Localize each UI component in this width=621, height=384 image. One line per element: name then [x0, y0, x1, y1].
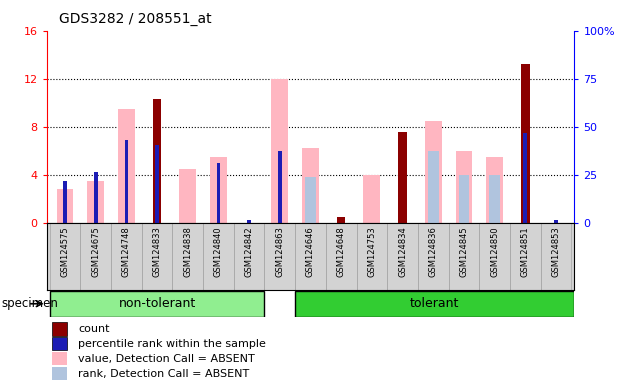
Text: GSM124833: GSM124833 [153, 226, 161, 277]
Bar [142, 223, 173, 290]
Text: percentile rank within the sample: percentile rank within the sample [78, 339, 266, 349]
Bar [398, 131, 407, 223]
Bar [326, 223, 356, 290]
Bar [63, 181, 67, 223]
Bar [94, 172, 97, 223]
Bar [233, 223, 265, 290]
Text: GSM124834: GSM124834 [398, 226, 407, 277]
Bar [337, 217, 345, 223]
Bar [448, 223, 479, 290]
Bar [458, 175, 469, 223]
Bar [305, 177, 316, 223]
Bar [295, 291, 574, 317]
Bar [125, 140, 128, 223]
Text: GSM124863: GSM124863 [275, 226, 284, 277]
Text: GSM124845: GSM124845 [460, 226, 468, 277]
Bar [479, 223, 510, 290]
Text: tolerant: tolerant [410, 297, 460, 310]
Text: GSM124748: GSM124748 [122, 226, 131, 277]
Bar [271, 79, 288, 223]
Text: GSM124646: GSM124646 [306, 226, 315, 277]
Text: GSM124851: GSM124851 [521, 226, 530, 277]
Text: GSM124850: GSM124850 [490, 226, 499, 277]
Bar [418, 223, 448, 290]
Bar [155, 145, 159, 223]
Bar [52, 352, 66, 365]
Text: GSM124648: GSM124648 [337, 226, 346, 277]
Bar [554, 220, 558, 223]
Bar [52, 367, 66, 380]
Bar [203, 223, 233, 290]
Bar [388, 223, 418, 290]
Bar [247, 220, 251, 223]
Bar [217, 163, 220, 223]
Bar [302, 148, 319, 223]
Text: GSM124842: GSM124842 [245, 226, 253, 277]
Bar [486, 157, 503, 223]
Text: GSM124836: GSM124836 [428, 226, 438, 277]
Text: GSM124853: GSM124853 [551, 226, 561, 277]
Bar [87, 181, 104, 223]
Bar [278, 151, 282, 223]
Bar [541, 223, 571, 290]
Text: value, Detection Call = ABSENT: value, Detection Call = ABSENT [78, 354, 255, 364]
Text: count: count [78, 324, 110, 334]
Text: GSM124575: GSM124575 [60, 226, 70, 277]
Bar [118, 109, 135, 223]
Text: GSM124675: GSM124675 [91, 226, 100, 277]
Text: rank, Detection Call = ABSENT: rank, Detection Call = ABSENT [78, 369, 250, 379]
Bar [111, 223, 142, 290]
Bar [80, 223, 111, 290]
Bar [57, 189, 73, 223]
Bar [173, 223, 203, 290]
Bar [425, 121, 442, 223]
Bar [210, 157, 227, 223]
Bar [489, 175, 500, 223]
Bar [179, 169, 196, 223]
Bar [52, 323, 66, 336]
Text: non-tolerant: non-tolerant [119, 297, 196, 310]
Bar [510, 223, 541, 290]
Bar [356, 223, 388, 290]
Bar [456, 151, 473, 223]
Bar [521, 65, 530, 223]
Bar [524, 133, 527, 223]
Text: GSM124838: GSM124838 [183, 226, 193, 277]
Bar [50, 223, 80, 290]
Text: specimen: specimen [1, 297, 58, 310]
Text: GSM124753: GSM124753 [368, 226, 376, 277]
Bar [428, 151, 438, 223]
Bar [153, 99, 161, 223]
Bar [265, 223, 295, 290]
Text: GSM124840: GSM124840 [214, 226, 223, 277]
Bar [52, 337, 66, 350]
Text: GDS3282 / 208551_at: GDS3282 / 208551_at [59, 12, 212, 25]
Bar [363, 175, 380, 223]
Bar [50, 291, 265, 317]
Bar [295, 223, 326, 290]
